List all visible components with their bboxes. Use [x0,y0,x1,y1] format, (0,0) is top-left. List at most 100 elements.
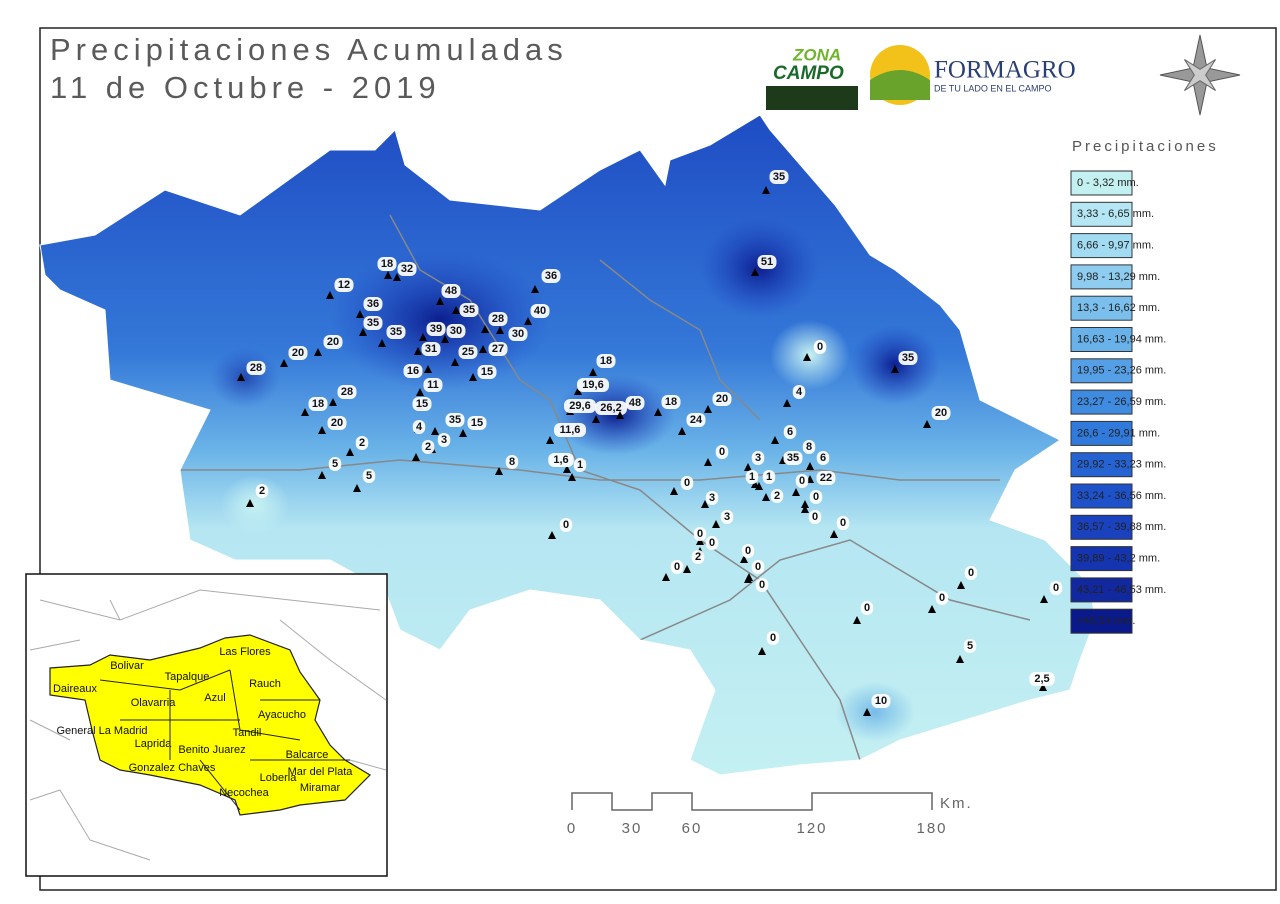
station-label: 3 [724,511,730,523]
station-marker [830,530,838,538]
station-marker [701,500,709,508]
station-label: 36 [545,270,557,282]
station-marker [744,463,752,471]
station-marker [1039,683,1047,691]
station-label-bg [421,342,441,356]
station-label-bg [792,385,806,399]
station-label: 2 [359,437,365,449]
station-label-bg [564,399,596,413]
station-label: 0 [719,446,725,458]
station-marker [524,317,532,325]
station-marker [771,436,779,444]
station-label: 0 [770,632,776,644]
station-label: 26,2 [600,402,621,414]
station-label-bg [693,527,707,541]
scale-label: 0 [567,820,577,837]
station-label-bg [596,354,616,368]
station-label-bg [720,510,734,524]
station-label: 11 [427,379,439,391]
station-label: 2 [774,490,780,502]
station-label-bg [670,560,684,574]
inset-label: Azul [204,692,225,704]
station-label-bg [477,365,497,379]
station-label-bg [362,469,376,483]
station-marker [654,408,662,416]
station-marker [662,573,670,581]
station-label-bg [403,364,423,378]
station-label-bg [795,474,809,488]
station-marker [416,388,424,396]
station-label-bg [573,458,587,472]
scale-label: 180 [916,820,947,837]
station-label: 5 [366,470,372,482]
station-marker [356,310,364,318]
station-label-bg [757,255,777,269]
station-label: 39 [430,323,442,335]
station-label: 18 [600,355,612,367]
legend-label: 0 - 3,32 mm. [1077,177,1139,189]
station-marker [419,333,427,341]
legend-swatch [1070,295,1133,321]
station-marker [469,373,477,381]
station-label: 20 [935,407,947,419]
station-label-bg [421,440,435,454]
station-label: 20 [331,417,343,429]
legend-swatch [1070,420,1133,446]
inset-map: Bolivar Daireaux Tapalque Las Flores Olavarr… [25,573,388,877]
station-marker [806,462,814,470]
station-marker [496,326,504,334]
station-marker [563,465,571,473]
inset-label: Tandil [233,727,262,739]
legend-title: Precipitaciones [1072,138,1219,155]
station-marker [740,555,748,563]
scale-label: 120 [796,820,827,837]
station-label-bg [836,516,850,530]
station-label-bg [437,433,451,447]
legend-swatch [1070,233,1133,259]
legend-label: 6,66 - 9,97 mm. [1077,240,1154,252]
station-label-bg [308,397,328,411]
station-marker [451,358,459,366]
station-marker [678,427,686,435]
station-label: 2,5 [1034,673,1049,685]
station-marker [704,405,712,413]
station-label: 28 [492,313,504,325]
station-label-bg [860,601,874,615]
station-label: 35 [463,304,475,316]
station-label-bg [445,413,465,427]
inset-label: Tapalque [165,671,210,683]
inset-label: Daireaux [53,683,98,695]
station-marker [928,605,936,613]
station-label: 6 [820,452,826,464]
station-marker [346,448,354,456]
station-marker [436,297,444,305]
station-marker [546,436,554,444]
station-label: 48 [629,397,641,409]
station-marker [414,347,422,355]
station-label: 31 [425,343,437,355]
station-label-bg [458,345,478,359]
station-label: 0 [864,602,870,614]
station-label-bg [327,416,347,430]
legend-swatch [1070,327,1133,352]
station-label: 32 [401,263,413,275]
station-label: 3 [709,492,715,504]
station-label: 8 [806,441,812,453]
station-label-bg [467,416,487,430]
legend-swatch [1070,389,1133,415]
legend-swatch [1070,452,1133,478]
station-label-bg [705,491,719,505]
legend-label: 9,98 - 13,29 mm. [1077,271,1160,283]
logo-text: DE TU LADO EN EL CAMPO [934,83,1052,93]
inset-label: Loberia [260,772,298,784]
station-marker [744,575,752,583]
station-label-bg [755,578,769,592]
inset-label: Mar del Plata [288,766,354,778]
station-marker [301,408,309,416]
legend-swatch [1070,201,1133,227]
station-label-bg [931,406,951,420]
station-marker [431,427,439,435]
station-label: 8 [509,456,515,468]
station-label: 0 [709,537,715,549]
station-label: 10 [875,695,887,707]
